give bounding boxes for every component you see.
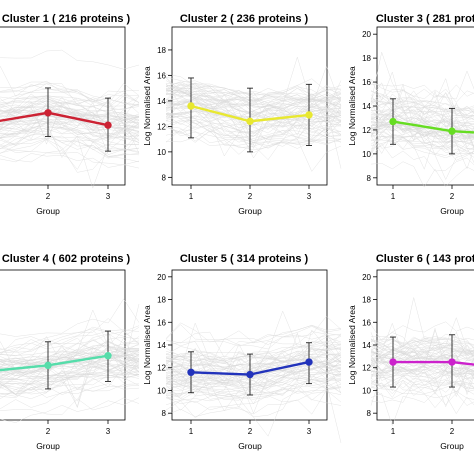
- y-tick-label: 10: [362, 150, 371, 159]
- x-axis-label: Group: [36, 441, 60, 451]
- x-tick-label: 2: [46, 192, 51, 201]
- y-tick-label: 18: [362, 54, 371, 63]
- y-axis-label: Log Normalised Area: [142, 305, 152, 385]
- profile-lines: [0, 298, 140, 423]
- x-tick-label: 2: [46, 427, 51, 436]
- data-point: [246, 370, 254, 379]
- y-tick-label: 14: [157, 97, 166, 106]
- y-tick-label: 12: [362, 126, 371, 135]
- chart-panel-4: Cluster 4 ( 602 proteins ) 2 3 Group: [0, 253, 140, 451]
- x-tick-label: 3: [307, 192, 312, 201]
- y-tick-label: 10: [157, 148, 166, 157]
- plot-frame: [376, 269, 474, 421]
- x-axis-label: Group: [238, 206, 262, 216]
- y-tick-label: 16: [157, 318, 166, 327]
- y-axis-label: Log Normalised Area: [347, 66, 357, 146]
- data-point: [44, 361, 52, 370]
- x-tick-label: 2: [248, 192, 253, 201]
- x-axis-label: Group: [238, 441, 262, 451]
- y-tick-label: 8: [367, 174, 372, 183]
- y-tick-label: 16: [362, 318, 371, 327]
- x-axis-label: Group: [36, 206, 60, 216]
- chart-title: Cluster 6 ( 143 proteins ): [376, 253, 474, 265]
- x-axis-label: Group: [440, 206, 464, 216]
- y-tick-label: 18: [362, 296, 371, 305]
- profile-lines: [165, 310, 342, 444]
- chart-panel-2: Cluster 2 ( 236 proteins )81012141618Log…: [142, 13, 342, 216]
- y-tick-label: 16: [157, 71, 166, 80]
- x-tick-label: 3: [307, 427, 312, 436]
- x-tick-label: 1: [189, 192, 194, 201]
- y-tick-label: 16: [362, 78, 371, 87]
- x-tick-label: 1: [391, 427, 396, 436]
- y-tick-label: 18: [157, 46, 166, 55]
- y-tick-label: 20: [362, 273, 371, 282]
- x-tick-label: 1: [391, 192, 396, 201]
- chart-title: Cluster 2 ( 236 proteins ): [180, 13, 309, 25]
- data-point: [104, 352, 112, 360]
- chart-panel-3: Cluster 3 ( 281 proteins )8101214161820L…: [347, 13, 474, 216]
- chart-title: Cluster 1 ( 216 proteins ): [2, 13, 131, 25]
- x-tick-label: 2: [450, 427, 455, 436]
- x-tick-label: 2: [450, 192, 455, 201]
- y-tick-label: 10: [157, 386, 166, 395]
- y-tick-label: 8: [162, 173, 167, 182]
- data-point: [246, 117, 254, 125]
- data-point: [389, 117, 397, 126]
- y-tick-label: 12: [157, 364, 166, 373]
- chart-panel-1: Cluster 1 ( 216 proteins ) 2 3 Group: [0, 13, 140, 216]
- chart-title: Cluster 5 ( 314 proteins ): [180, 253, 309, 265]
- profile-lines: [0, 49, 140, 189]
- y-tick-label: 10: [362, 386, 371, 395]
- y-tick-label: 20: [157, 273, 166, 282]
- chart-title: Cluster 3 ( 281 proteins ): [376, 13, 474, 25]
- data-point: [305, 358, 313, 366]
- data-point: [389, 358, 397, 366]
- profile-lines: [165, 56, 342, 172]
- y-axis-label: Log Normalised Area: [347, 305, 357, 385]
- y-tick-label: 20: [362, 30, 371, 39]
- chart-title: Cluster 4 ( 602 proteins ): [2, 253, 131, 265]
- data-point: [104, 121, 112, 129]
- plot-frame: [0, 269, 126, 421]
- data-point: [448, 127, 456, 135]
- x-tick-label: 2: [248, 427, 253, 436]
- data-point: [448, 358, 456, 366]
- data-point: [305, 111, 313, 119]
- chart-panel-5: Cluster 5 ( 314 proteins )8101214161820L…: [142, 253, 342, 451]
- y-tick-label: 12: [362, 364, 371, 373]
- y-tick-label: 8: [367, 409, 372, 418]
- x-tick-label: 1: [189, 427, 194, 436]
- y-axis-label: Log Normalised Area: [142, 66, 152, 146]
- plot-frame: [0, 26, 126, 186]
- profile-lines: [370, 51, 474, 188]
- y-tick-label: 14: [362, 341, 371, 350]
- data-point: [44, 109, 52, 117]
- y-tick-label: 14: [362, 102, 371, 111]
- x-tick-label: 3: [106, 427, 111, 436]
- data-point: [187, 102, 195, 110]
- x-axis-label: Group: [440, 441, 464, 451]
- y-tick-label: 14: [157, 341, 166, 350]
- y-tick-label: 8: [162, 409, 167, 418]
- data-point: [187, 368, 195, 376]
- y-tick-label: 18: [157, 296, 166, 305]
- x-tick-label: 3: [106, 192, 111, 201]
- chart-panel-6: Cluster 6 ( 143 proteins )8101214161820L…: [347, 253, 474, 451]
- y-tick-label: 12: [157, 122, 166, 131]
